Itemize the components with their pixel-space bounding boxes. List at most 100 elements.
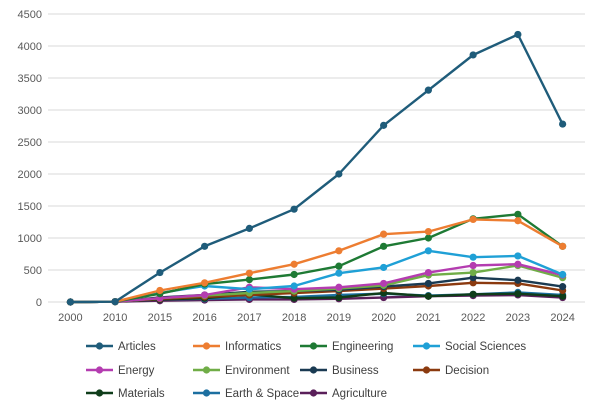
- data-point: [66, 298, 74, 306]
- data-point: [424, 228, 432, 236]
- legend-swatch-marker: [309, 366, 318, 374]
- data-point: [469, 274, 477, 282]
- data-point: [245, 224, 253, 232]
- legend-swatch-marker: [422, 366, 431, 374]
- data-point: [156, 286, 164, 295]
- data-point: [335, 247, 343, 255]
- x-tick-label: 2021: [416, 312, 440, 324]
- data-point: [469, 215, 477, 224]
- x-tick-label: 2024: [550, 312, 574, 324]
- data-point: [559, 242, 567, 250]
- y-tick-label: 1000: [18, 233, 42, 245]
- legend-label: Environment: [225, 365, 290, 377]
- x-tick-label: 2017: [237, 312, 261, 324]
- data-point: [424, 247, 432, 255]
- data-point: [290, 260, 298, 268]
- data-point: [335, 269, 343, 277]
- legend-swatch-marker: [95, 342, 104, 350]
- legend-item: Informatics: [193, 341, 281, 353]
- series-line: [70, 213, 564, 304]
- y-tick-label: 500: [24, 265, 42, 277]
- legend-label: Social Sciences: [445, 341, 526, 353]
- y-tick-label: 0: [36, 297, 42, 309]
- x-tick-label: 2010: [103, 312, 127, 324]
- series-line: [70, 263, 563, 304]
- data-point: [201, 291, 209, 299]
- data-point: [514, 276, 522, 284]
- x-tick-label: 2000: [58, 312, 82, 324]
- data-point: [424, 86, 432, 94]
- legend-label: Articles: [118, 341, 156, 353]
- data-point: [424, 279, 432, 288]
- data-point: [245, 285, 253, 293]
- data-point: [335, 262, 343, 270]
- series-line: [70, 33, 564, 304]
- legend: Articles Informatics Engineering Social Sci…: [86, 341, 526, 400]
- data-point: [335, 283, 343, 291]
- data-point: [245, 276, 253, 284]
- legend-swatch-marker: [309, 342, 318, 350]
- x-tick-label: 2015: [148, 312, 172, 324]
- data-point: [290, 205, 298, 213]
- data-point: [469, 290, 477, 298]
- data-point: [469, 279, 477, 287]
- legend-label: Agriculture: [332, 388, 387, 400]
- legend-label: Informatics: [225, 341, 281, 353]
- x-tick-label: 2018: [282, 312, 306, 324]
- legend-label: Engineering: [332, 341, 393, 353]
- data-point: [201, 279, 209, 287]
- data-point: [514, 30, 522, 39]
- legend-swatch-marker: [309, 389, 318, 397]
- series-lines: [66, 30, 567, 306]
- legend-swatch-marker: [202, 366, 211, 374]
- legend-item: Articles: [86, 341, 156, 353]
- data-point: [559, 270, 567, 279]
- series-informatics: [66, 215, 567, 306]
- data-point: [201, 242, 209, 250]
- legend-label: Earth & Space: [225, 388, 299, 400]
- legend-item: Social Sciences: [413, 341, 526, 353]
- y-tick-label: 3500: [18, 73, 42, 85]
- data-point: [514, 290, 522, 298]
- legend-item: Energy: [86, 365, 155, 377]
- legend-swatch-marker: [202, 342, 211, 350]
- y-tick-label: 4500: [18, 9, 42, 21]
- legend-swatch-marker: [95, 366, 104, 374]
- y-tick-label: 1500: [18, 201, 42, 213]
- data-point: [290, 270, 298, 279]
- x-axis-ticks: 2000 2010 2015 2016 2017 2018 2019 2020 2021 2022…: [58, 312, 575, 324]
- data-point: [111, 298, 119, 306]
- legend-swatch-marker: [202, 389, 211, 397]
- legend-item: Materials: [86, 388, 165, 400]
- data-point: [335, 293, 343, 302]
- data-point: [559, 283, 567, 291]
- data-point: [380, 242, 388, 250]
- legend-label: Materials: [118, 388, 165, 400]
- data-point: [559, 292, 567, 300]
- data-point: [514, 210, 522, 218]
- data-point: [380, 279, 388, 288]
- data-point: [514, 252, 522, 260]
- data-point: [245, 269, 253, 277]
- legend-item: Business: [300, 365, 379, 377]
- data-point: [424, 292, 432, 300]
- legend-label: Decision: [445, 365, 489, 377]
- legend-item: Earth & Space: [193, 388, 299, 400]
- legend-item: Decision: [413, 365, 489, 377]
- data-point: [469, 51, 477, 59]
- data-point: [469, 253, 477, 261]
- legend-item: Engineering: [300, 341, 393, 353]
- y-axis-ticks: 0 500 1000 1500 2000 2500 3000 3500 4000 4500: [18, 9, 42, 309]
- x-tick-label: 2020: [371, 312, 395, 324]
- legend-label: Energy: [118, 365, 155, 377]
- data-point: [514, 217, 522, 225]
- y-tick-label: 2500: [18, 137, 42, 149]
- x-tick-label: 2023: [506, 312, 530, 324]
- x-tick-label: 2019: [327, 312, 351, 324]
- data-point: [514, 260, 522, 268]
- legend-item: Agriculture: [300, 388, 387, 400]
- data-point: [156, 268, 164, 277]
- legend-swatch-marker: [422, 342, 431, 350]
